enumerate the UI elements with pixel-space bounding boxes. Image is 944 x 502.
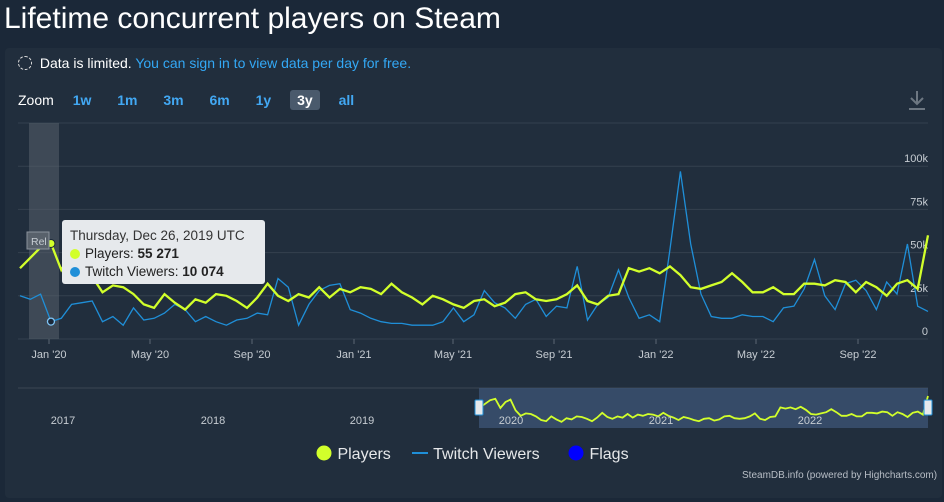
navigator-right-handle[interactable]: [923, 399, 933, 416]
y-tick-label: 50k: [910, 240, 928, 252]
chart-tooltip: Thursday, Dec 26, 2019 UTC Players: 55 2…: [62, 220, 265, 284]
legend-twitch[interactable]: Twitch Viewers: [411, 444, 540, 464]
x-tick-label: Sep '22: [840, 349, 877, 361]
zoom-3m-button[interactable]: 3m: [163, 92, 184, 108]
sign-in-link[interactable]: You can sign in to view data per day for…: [135, 55, 412, 71]
navigator-left-handle[interactable]: [474, 399, 484, 416]
players-dot-icon: [70, 249, 80, 259]
navigator-year-label: 2018: [201, 415, 225, 427]
x-tick-label: May '21: [434, 349, 472, 361]
navigator-year-label: 2022: [798, 415, 822, 427]
flag-label: Rel: [31, 236, 47, 248]
notice-text: Data is limited.: [39, 55, 132, 71]
twitch-dot-icon: [70, 267, 80, 277]
chart-credits[interactable]: SteamDB.info (powered by Highcharts.com): [742, 470, 938, 481]
tooltip-twitch-row: Twitch Viewers: 10 074: [70, 264, 224, 279]
legend-flags[interactable]: Flags: [567, 444, 629, 464]
x-tick-label: Sep '20: [234, 349, 271, 361]
hover-band: [29, 123, 59, 339]
x-tick-label: Jan '21: [336, 349, 371, 361]
zoom-1m-button[interactable]: 1m: [117, 92, 138, 108]
zoom-label: Zoom: [18, 92, 54, 108]
navigator-players-line: [479, 395, 929, 423]
x-tick-label: Sep '21: [536, 349, 573, 361]
data-limited-notice: Data is limited. You can sign in to view…: [18, 55, 411, 71]
tooltip-twitch-label: Twitch Viewers:: [85, 264, 179, 279]
twitch-legend-icon: [412, 452, 428, 454]
navigator-year-label: 2017: [51, 415, 75, 427]
twitch-viewers-line: [19, 171, 929, 328]
navigator-year-label: 2019: [350, 415, 374, 427]
navigator-year-label: 2021: [649, 415, 673, 427]
legend-players[interactable]: Players: [315, 444, 391, 464]
tooltip-players-row: Players: 55 271: [70, 246, 179, 261]
x-tick-label: May '22: [737, 349, 775, 361]
legend-twitch-label: Twitch Viewers: [433, 446, 540, 463]
tooltip-players-value: 55 271: [137, 246, 179, 261]
navigator-year-label: 2020: [499, 415, 523, 427]
x-tick-label: Jan '22: [638, 349, 673, 361]
page-title: Lifetime concurrent players on Steam: [4, 2, 501, 35]
players-legend-icon: [316, 445, 332, 461]
x-tick-label: May '20: [131, 349, 169, 361]
flag-marker[interactable]: [26, 231, 50, 250]
zoom-all-button[interactable]: all: [338, 92, 355, 108]
dashed-circle-icon: [18, 56, 32, 70]
tooltip-twitch-value: 10 074: [182, 264, 224, 279]
flags-legend-icon: [568, 445, 584, 461]
zoom-1y-button[interactable]: 1y: [255, 92, 272, 108]
zoom-bar: Zoom 1w 1m 3m 6m 1y 3y all: [18, 90, 369, 110]
navigator-selection[interactable]: [479, 388, 928, 428]
y-tick-label: 100k: [904, 153, 928, 165]
zoom-3y-button[interactable]: 3y: [290, 90, 320, 110]
x-tick-label: Jan '20: [31, 349, 66, 361]
y-tick-label: 0: [922, 326, 928, 338]
download-icon: [909, 91, 925, 110]
zoom-6m-button[interactable]: 6m: [209, 92, 230, 108]
zoom-1w-button[interactable]: 1w: [72, 92, 92, 108]
tooltip-players-label: Players:: [85, 246, 134, 261]
y-tick-label: 75k: [910, 196, 928, 208]
legend-flags-label: Flags: [589, 446, 629, 463]
players-line: [19, 235, 930, 312]
download-button[interactable]: [906, 88, 928, 117]
twitch-hover-marker: [46, 317, 56, 326]
legend-players-label: Players: [337, 446, 391, 463]
tooltip-date: Thursday, Dec 26, 2019 UTC: [70, 228, 245, 243]
